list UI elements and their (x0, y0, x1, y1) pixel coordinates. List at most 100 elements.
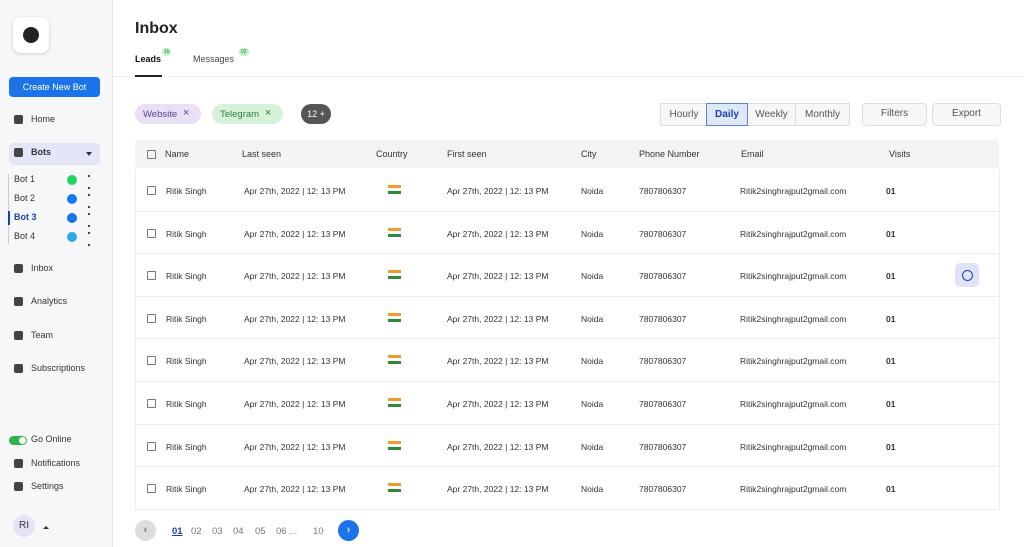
avatar-caret (43, 523, 49, 529)
channel-icon (67, 232, 77, 242)
row-checkbox[interactable] (147, 313, 156, 323)
page-number[interactable]: 06 ... (276, 526, 298, 537)
table-cell: 01 (886, 313, 896, 324)
period-button[interactable]: Weekly (746, 103, 797, 126)
country-flag (388, 270, 401, 280)
online-toggle[interactable] (9, 436, 27, 445)
row-checkbox[interactable] (147, 484, 156, 494)
create-bot-button[interactable]: Create New Bot (9, 77, 100, 97)
bot-item[interactable]: Bot 4 (14, 231, 36, 241)
table-cell: Ritik2singhrajput2gmail.com (740, 484, 847, 495)
country-flag (388, 355, 401, 365)
nav-icon (14, 297, 23, 306)
nav-item[interactable]: Subscriptions (31, 363, 86, 373)
table-row (135, 254, 1000, 297)
bot-item[interactable]: Bot 2 (14, 193, 36, 203)
page-number[interactable]: 02 (191, 526, 202, 537)
channel-icon (67, 194, 77, 204)
row-checkbox[interactable] (147, 186, 156, 195)
bot-menu[interactable] (88, 194, 90, 208)
table-cell: Apr 27th, 2022 | 12: 13 PM (244, 313, 346, 324)
web-button[interactable] (955, 263, 979, 288)
chip-remove[interactable]: × (265, 107, 272, 119)
table-cell: Ritik Singh (166, 399, 207, 409)
next-page[interactable]: › (338, 520, 359, 541)
table-cell: Ritik Singh (166, 356, 207, 367)
table-cell: 01 (886, 271, 896, 282)
header-checkbox[interactable] (147, 150, 156, 159)
row-checkbox[interactable] (147, 399, 156, 408)
table-cell: 7807806307 (639, 271, 687, 282)
bot-menu[interactable] (88, 232, 90, 246)
column-header: Last seen (242, 149, 282, 159)
tab[interactable]: Messages (193, 54, 235, 64)
row-checkbox[interactable] (147, 356, 156, 366)
bot-item[interactable]: Bot 1 (14, 174, 36, 184)
nav-item[interactable]: Analytics (31, 296, 68, 306)
table-cell: Ritik2singhrajput2gmail.com (740, 228, 847, 239)
nav-item[interactable]: Settings (31, 481, 64, 491)
country-flag (388, 185, 401, 194)
table-cell: Apr 27th, 2022 | 12: 13 PM (447, 399, 549, 409)
row-checkbox[interactable] (147, 228, 156, 238)
table-cell: Ritik Singh (166, 313, 207, 324)
table-cell: Apr 27th, 2022 | 12: 13 PM (244, 228, 346, 239)
dropdown-caret (86, 152, 92, 159)
nav-icon (14, 264, 23, 273)
page-number[interactable]: 03 (212, 526, 223, 537)
period-button[interactable]: Hourly (660, 103, 708, 126)
table-cell: 7807806307 (639, 484, 687, 495)
logo[interactable] (13, 17, 49, 53)
tab[interactable]: Leads (135, 54, 162, 64)
chip-remove[interactable]: × (183, 107, 190, 119)
page-number[interactable]: 10 (313, 526, 324, 537)
column-header: City (581, 149, 597, 159)
period-button[interactable]: Monthly (795, 103, 850, 126)
table-cell: Noida (581, 228, 604, 239)
table-cell: 01 (886, 399, 896, 409)
table-cell: Apr 27th, 2022 | 12: 13 PM (244, 484, 346, 495)
page-number[interactable]: 05 (255, 526, 266, 537)
nav-item[interactable]: Team (31, 330, 54, 340)
period-button[interactable]: Daily (706, 103, 748, 126)
bot-menu[interactable] (88, 213, 90, 227)
table-cell: Noida (581, 484, 604, 495)
filters-button[interactable]: Filters (862, 103, 927, 126)
page-number[interactable]: 01 (172, 526, 183, 537)
table-cell: 01 (886, 441, 896, 452)
channel-chip[interactable]: Website × (135, 104, 201, 124)
nav-item[interactable]: Inbox (31, 263, 54, 273)
tab-badge: 1k (162, 48, 172, 56)
row-checkbox[interactable] (147, 271, 156, 281)
tabs-divider (113, 76, 1024, 77)
table-cell: Ritik Singh (166, 484, 207, 495)
more-chip[interactable]: 12 + (301, 104, 331, 124)
nav-icon (14, 331, 23, 340)
table-cell: Apr 27th, 2022 | 12: 13 PM (447, 484, 549, 495)
table-cell: Apr 27th, 2022 | 12: 13 PM (244, 356, 346, 367)
nav-item[interactable]: Notifications (31, 458, 81, 468)
avatar[interactable]: RI (13, 515, 35, 537)
nav-item[interactable]: Bots (31, 147, 51, 157)
country-flag (388, 440, 401, 450)
bot-menu[interactable] (88, 175, 90, 189)
table-cell: 7807806307 (639, 228, 687, 239)
row-checkbox[interactable] (147, 441, 156, 451)
country-flag (388, 227, 401, 237)
nav-item[interactable]: Home (31, 114, 56, 124)
bot-item[interactable]: Bot 3 (14, 212, 37, 222)
channel-chip[interactable]: Telegram × (212, 104, 283, 124)
nav-item[interactable]: Go Online (31, 434, 72, 444)
page-title: Inbox (135, 20, 178, 37)
table-cell: Noida (581, 441, 604, 452)
table-cell: Ritik2singhrajput2gmail.com (740, 399, 847, 409)
globe-icon (962, 270, 973, 282)
prev-page[interactable]: ‹ (135, 520, 156, 541)
page-number[interactable]: 04 (233, 526, 244, 537)
bots-tree-line (8, 174, 9, 244)
table-cell: 7807806307 (639, 399, 687, 409)
table-cell: Ritik2singhrajput2gmail.com (740, 313, 847, 324)
country-flag (388, 483, 401, 493)
table-cell: Apr 27th, 2022 | 12: 13 PM (244, 186, 346, 196)
export-button[interactable]: Export (932, 103, 1001, 126)
